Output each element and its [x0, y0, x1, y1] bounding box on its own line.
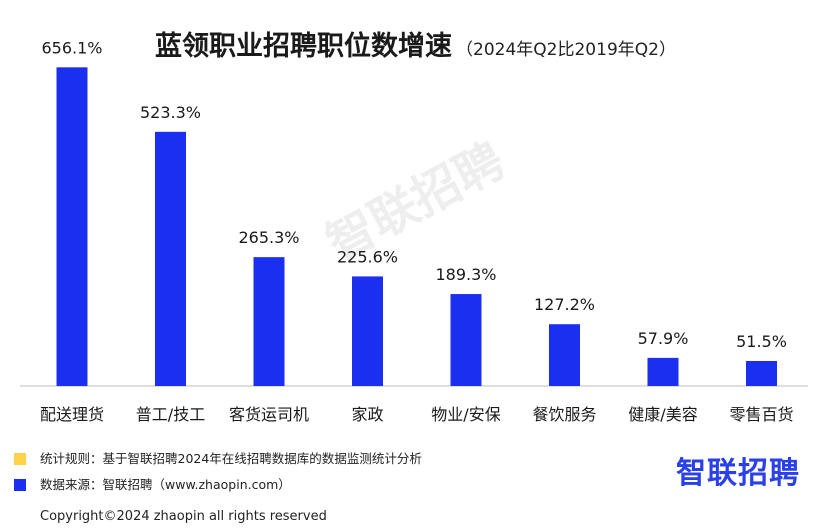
bar-8 [746, 360, 777, 386]
chart-subtitle: （2024年Q2比2019年Q2） [456, 40, 676, 60]
rule-legend: 统计规则：基于智联招聘2024年在线招聘数据库的数据监测统计分析 [14, 448, 422, 467]
category-label-4: 家政 [351, 405, 383, 424]
data-label-3: 265.3% [238, 228, 299, 247]
source-swatch [14, 479, 26, 491]
bar-4 [352, 276, 383, 386]
category-label-7: 健康/美容 [628, 405, 697, 424]
data-label-1: 656.1% [41, 38, 102, 57]
chart-title-main: 蓝领职业招聘职位数增速 [155, 31, 453, 62]
data-label-8: 51.5% [736, 332, 787, 351]
data-label-6: 127.2% [534, 295, 595, 314]
bar-3 [253, 257, 285, 386]
bar-7 [647, 357, 679, 386]
copyright: Copyright©2024 zhaopin all rights reserv… [40, 509, 327, 524]
bar-6 [549, 324, 580, 386]
bar-5 [450, 294, 482, 386]
category-label-8: 零售百货 [729, 405, 793, 424]
category-label-6: 餐饮服务 [532, 405, 596, 424]
data-label-7: 57.9% [638, 329, 689, 348]
category-label-2: 普工/技工 [136, 405, 205, 424]
zhaopin-logo: 智联招聘 [676, 456, 800, 491]
rule-swatch [14, 453, 26, 465]
bar-1 [56, 67, 88, 386]
category-label-3: 客货运司机 [229, 405, 309, 424]
chart-title: 蓝领职业招聘职位数增速 （2024年Q2比2019年Q2） [0, 24, 831, 63]
data-label-5: 189.3% [435, 265, 496, 284]
bar-chart: 656.1% 配送理货 523.3% 普工/技工 265.3% 客货运司机 225.6% 家政… [20, 38, 808, 424]
data-label-4: 225.6% [337, 247, 398, 266]
data-label-2: 523.3% [140, 103, 201, 122]
bar-2 [155, 131, 186, 386]
source-text: 数据来源：智联招聘（www.zhaopin.com） [40, 477, 291, 492]
category-label-5: 物业/安保 [431, 405, 500, 424]
rule-text: 统计规则：基于智联招聘2024年在线招聘数据库的数据监测统计分析 [40, 451, 422, 466]
source-legend: 数据来源：智联招聘（www.zhaopin.com） [14, 474, 291, 493]
category-label-1: 配送理货 [40, 405, 104, 424]
